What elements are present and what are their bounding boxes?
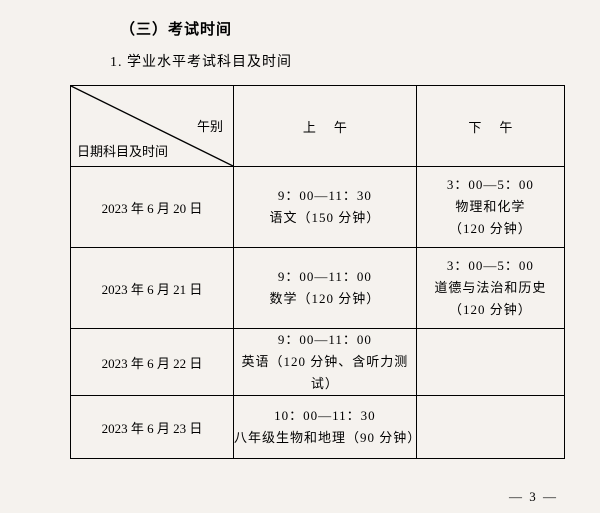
cell-line: （120 分钟） bbox=[417, 299, 564, 321]
table-row: 2023 年 6 月 23 日 10：00—11：30 八年级生物和地理（90 … bbox=[71, 396, 565, 459]
section-heading: （三）考试时间 bbox=[120, 18, 565, 39]
cell-line: 10：00—11：30 bbox=[234, 405, 416, 427]
pm-header: 下午 bbox=[416, 86, 564, 167]
cell-line: 八年级生物和地理（90 分钟） bbox=[234, 427, 416, 449]
am-cell: 10：00—11：30 八年级生物和地理（90 分钟） bbox=[234, 396, 417, 459]
pm-cell bbox=[416, 329, 564, 396]
cell-line: 英语（120 分钟、含听力测试） bbox=[234, 351, 416, 395]
diag-label-session: 午别 bbox=[197, 116, 223, 135]
cell-line: 9：00—11：30 bbox=[234, 185, 416, 207]
table-header-row: 午别 日期科目及时间 上午 下午 bbox=[71, 86, 565, 167]
am-cell: 9：00—11：30 语文（150 分钟） bbox=[234, 167, 417, 248]
am-cell: 9：00—11：00 英语（120 分钟、含听力测试） bbox=[234, 329, 417, 396]
date-cell: 2023 年 6 月 23 日 bbox=[71, 396, 234, 459]
date-cell: 2023 年 6 月 21 日 bbox=[71, 248, 234, 329]
table-row: 2023 年 6 月 22 日 9：00—11：00 英语（120 分钟、含听力… bbox=[71, 329, 565, 396]
page-container: （三）考试时间 1. 学业水平考试科目及时间 午别 日期科目及时间 上午 下午 … bbox=[0, 0, 600, 459]
cell-line: 3：00—5：00 bbox=[417, 174, 564, 196]
page-number: — 3 — bbox=[509, 489, 558, 505]
cell-line: 9：00—11：00 bbox=[234, 329, 416, 351]
am-header: 上午 bbox=[234, 86, 417, 167]
cell-line: （120 分钟） bbox=[417, 218, 564, 240]
am-cell: 9：00—11：00 数学（120 分钟） bbox=[234, 248, 417, 329]
cell-line: 道德与法治和历史 bbox=[417, 277, 564, 299]
table-row: 2023 年 6 月 20 日 9：00—11：30 语文（150 分钟） 3：… bbox=[71, 167, 565, 248]
cell-line: 数学（120 分钟） bbox=[234, 288, 416, 310]
subsection-heading: 1. 学业水平考试科目及时间 bbox=[110, 51, 565, 71]
table-row: 2023 年 6 月 21 日 9：00—11：00 数学（120 分钟） 3：… bbox=[71, 248, 565, 329]
date-cell: 2023 年 6 月 20 日 bbox=[71, 167, 234, 248]
pm-cell bbox=[416, 396, 564, 459]
date-cell: 2023 年 6 月 22 日 bbox=[71, 329, 234, 396]
exam-schedule-table: 午别 日期科目及时间 上午 下午 2023 年 6 月 20 日 9：00—11… bbox=[70, 85, 565, 459]
cell-line: 物理和化学 bbox=[417, 196, 564, 218]
cell-line: 3：00—5：00 bbox=[417, 255, 564, 277]
pm-cell: 3：00—5：00 物理和化学 （120 分钟） bbox=[416, 167, 564, 248]
diagonal-header-cell: 午别 日期科目及时间 bbox=[71, 86, 234, 167]
pm-cell: 3：00—5：00 道德与法治和历史 （120 分钟） bbox=[416, 248, 564, 329]
diag-label-date: 日期科目及时间 bbox=[77, 141, 168, 160]
cell-line: 9：00—11：00 bbox=[234, 266, 416, 288]
cell-line: 语文（150 分钟） bbox=[234, 207, 416, 229]
